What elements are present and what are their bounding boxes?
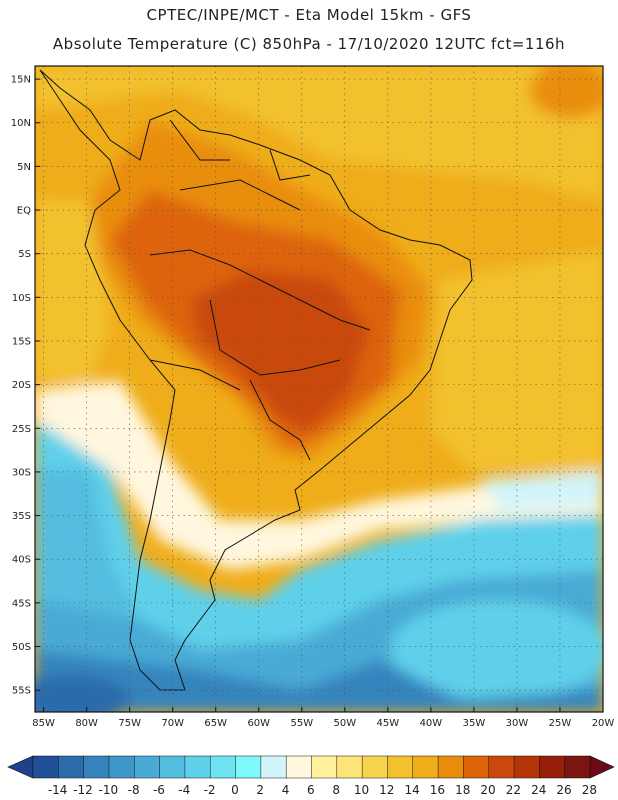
colorbar-swatch (184, 755, 211, 779)
subtropical-light-band (35, 380, 603, 570)
colorbar-label: -10 (98, 783, 118, 797)
colorbar-swatch (488, 755, 515, 779)
lon-tick-label: 60W (247, 718, 270, 729)
colorbar-swatch (412, 755, 439, 779)
lat-tick-label: 55S (12, 686, 31, 697)
lat-tick-label: 10S (12, 293, 31, 304)
colorbar-label: -2 (204, 783, 216, 797)
lon-tick-label: 70W (161, 718, 184, 729)
colorbar-swatch (159, 755, 186, 779)
colorbar-label: -14 (48, 783, 68, 797)
lon-tick-label: 85W (32, 718, 55, 729)
colorbar-label: -4 (178, 783, 190, 797)
colorbar-under-arrow (7, 755, 34, 779)
colorbar-swatch (387, 755, 414, 779)
colorbar-swatch (361, 755, 389, 779)
lat-tick-label: 20S (12, 380, 31, 391)
colorbar-swatch (58, 755, 85, 779)
colorbar-label: 16 (430, 783, 445, 797)
longitude-axis: 85W 80W 75W 70W 65W 60W 55W 50W 45W 40W 35W 30W 25W 2… (32, 707, 614, 729)
colorbar-swatch (564, 755, 591, 779)
lat-tick-label: 30S (12, 467, 31, 478)
colorbar-over-arrow (589, 755, 615, 779)
colorbar-swatch (513, 755, 540, 779)
lon-tick-label: 40W (420, 718, 443, 729)
lon-tick-label: 35W (463, 718, 486, 729)
lon-tick-label: 30W (506, 718, 529, 729)
lat-tick-label: 40S (12, 555, 31, 566)
pacific-cool (35, 470, 150, 640)
colorbar-label: 20 (480, 783, 495, 797)
latitude-axis: 15N 10N 5N EQ 5S 10S 15S 20S 25S 30S 35S 40S 45S 50S 5… (11, 75, 40, 697)
colorbar-label: -12 (73, 783, 93, 797)
map-frame (34, 65, 604, 713)
colorbar-swatch (437, 755, 464, 779)
lat-tick-label: 5S (18, 249, 31, 260)
colorbar-label: 8 (332, 783, 340, 797)
lat-tick-label: 10N (11, 118, 31, 129)
title-line-1: CPTEC/INPE/MCT - Eta Model 15km - GFS (146, 6, 472, 24)
colorbar-label: 14 (404, 783, 419, 797)
colorbar-swatch (285, 755, 313, 779)
southern-ocean-cold (35, 650, 603, 712)
colorbar-swatch (463, 755, 490, 779)
colorbar-swatch (336, 755, 363, 779)
colorbar-swatch (134, 755, 161, 779)
north-warm-band (35, 66, 603, 200)
colorbar-swatch (260, 755, 287, 779)
coastlines (39, 69, 473, 691)
colorbar-label: 26 (556, 783, 571, 797)
lat-tick-label: 45S (12, 598, 31, 609)
colorbar-swatch (108, 755, 135, 779)
lon-tick-label: 65W (204, 718, 227, 729)
color-bar: -14 -12 -10 -8 -6 -4 -2 0 2 4 6 8 10 12 14 16 18 20 22 24 26… (7, 755, 615, 797)
country-borders (149, 119, 371, 461)
colorbar-swatch (83, 755, 110, 779)
lon-tick-label: 25W (549, 718, 572, 729)
colorbar-label: -6 (153, 783, 165, 797)
colorbar-swatch (209, 755, 237, 779)
east-atlantic-band (430, 250, 603, 470)
lon-tick-label: 80W (75, 718, 98, 729)
colorbar-label: 18 (455, 783, 470, 797)
colorbar-swatch (311, 755, 338, 779)
colorbar-label: 12 (379, 783, 394, 797)
lon-tick-label: 75W (118, 718, 141, 729)
lon-tick-label: 45W (377, 718, 400, 729)
lat-tick-label: 35S (12, 511, 31, 522)
colorbar-swatch (539, 755, 566, 779)
colorbar-swatch (32, 755, 59, 779)
lon-tick-label: 20W (592, 718, 615, 729)
lon-tick-label: 50W (334, 718, 357, 729)
continent-hottest (190, 270, 370, 430)
lat-tick-label: 5N (17, 162, 31, 173)
colorbar-label: 24 (531, 783, 546, 797)
lat-tick-label: 50S (12, 642, 31, 653)
colorbar-label: 28 (582, 783, 597, 797)
title-line-2: Absolute Temperature (C) 850hPa - 17/10/… (52, 35, 566, 53)
colorbar-label: 2 (256, 783, 264, 797)
temperature-field (35, 66, 603, 712)
ocean-cool-eddy (390, 600, 603, 700)
colorbar-label: 6 (307, 783, 315, 797)
lat-tick-label: 25S (12, 424, 31, 435)
pacific-warm-band (35, 200, 110, 380)
lat-tick-label: 15N (11, 75, 31, 86)
east-cool-streak (480, 470, 603, 510)
colorbar-label: 22 (506, 783, 521, 797)
lat-tick-label: 15S (12, 336, 31, 347)
colorbar-label: 4 (282, 783, 290, 797)
colorbar-swatch (235, 755, 262, 779)
colorbar-label: 0 (231, 783, 239, 797)
ne-hotspot (530, 66, 603, 118)
sw-cold-pocket (35, 675, 130, 712)
colorbar-label: 10 (354, 783, 369, 797)
lon-tick-label: 55W (290, 718, 313, 729)
colorbar-label: -8 (128, 783, 140, 797)
grid-lines (35, 66, 603, 712)
lat-tick-label: EQ (17, 206, 31, 217)
